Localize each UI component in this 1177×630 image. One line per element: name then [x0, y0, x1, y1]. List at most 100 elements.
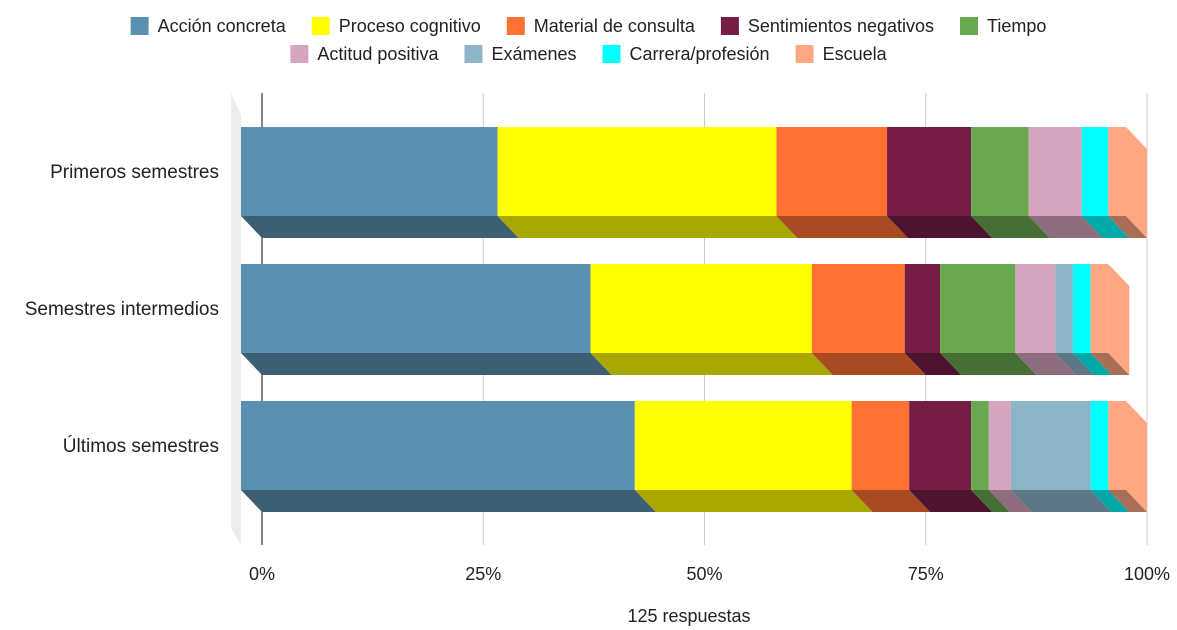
bar-bottom-carrera-profesion-ultimos-semestres — [1090, 490, 1130, 512]
bar-proceso-cognitivo-semestres-intermedios — [590, 264, 812, 353]
x-tick-label: 50% — [686, 564, 722, 584]
bar-bottom-escuela-ultimos-semestres — [1108, 490, 1147, 512]
bar-accion-concreta-ultimos-semestres — [241, 401, 635, 490]
bar-bottom-actitud-positiva-primeros-semestres — [1028, 216, 1103, 238]
bar-group-ultimos-semestres — [241, 401, 1147, 512]
legend-swatch — [311, 17, 330, 35]
bar-actitud-positiva-semestres-intermedios — [1015, 264, 1056, 353]
bar-bottom-accion-concreta-ultimos-semestres — [241, 490, 656, 512]
bar-examenes-ultimos-semestres — [1010, 401, 1091, 490]
bar-bottom-actitud-positiva-semestres-intermedios — [1015, 353, 1077, 375]
legend-item-carrera-profesion[interactable]: Carrera/profesión — [602, 44, 770, 64]
legend-label: Acción concreta — [158, 16, 287, 36]
bar-accion-concreta-semestres-intermedios — [241, 264, 591, 353]
bar-sentimientos-negativos-primeros-semestres — [887, 127, 972, 216]
bar-bottom-proceso-cognitivo-primeros-semestres — [497, 216, 798, 238]
legend-swatch — [290, 45, 309, 63]
bar-bottom-sentimientos-negativos-ultimos-semestres — [909, 490, 993, 512]
bar-bottom-accion-concreta-semestres-intermedios — [241, 353, 612, 375]
category-labels: Primeros semestres Semestres intermedios Ú… — [25, 162, 219, 457]
bar-group-semestres-intermedios — [241, 264, 1130, 375]
legend: Acción concreta Proceso cognitivo Material… — [130, 16, 1046, 64]
legend-label: Material de consulta — [534, 16, 696, 36]
bar-bottom-sentimientos-negativos-primeros-semestres — [887, 216, 993, 238]
legend-item-proceso-cognitivo[interactable]: Proceso cognitivo — [311, 16, 481, 36]
x-tick-label: 0% — [249, 564, 275, 584]
legend-item-tiempo[interactable]: Tiempo — [960, 16, 1046, 36]
bar-proceso-cognitivo-primeros-semestres — [497, 127, 777, 216]
bar-tiempo-semestres-intermedios — [940, 264, 1016, 353]
bar-sentimientos-negativos-ultimos-semestres — [909, 401, 972, 490]
bar-carrera-profesion-semestres-intermedios — [1072, 264, 1091, 353]
legend-swatch — [506, 17, 525, 35]
x-tick-label: 100% — [1124, 564, 1170, 584]
category-label: Semestres intermedios — [25, 299, 219, 320]
bar-bottom-material-de-consulta-ultimos-semestres — [851, 490, 931, 512]
bar-carrera-profesion-primeros-semestres — [1081, 127, 1109, 216]
legend-item-material-de-consulta[interactable]: Material de consulta — [506, 16, 696, 36]
legend-swatch — [602, 45, 621, 63]
bar-bottom-escuela-primeros-semestres — [1108, 216, 1147, 238]
bar-end-ultimos-semestres — [1126, 401, 1147, 512]
bar-bottom-carrera-profesion-semestres-intermedios — [1072, 353, 1112, 375]
chart-side-wall — [231, 93, 241, 545]
bar-material-de-consulta-ultimos-semestres — [851, 401, 910, 490]
category-label: Primeros semestres — [50, 162, 219, 183]
bar-bottom-sentimientos-negativos-semestres-intermedios — [904, 353, 962, 375]
bar-bottom-actitud-positiva-ultimos-semestres — [988, 490, 1032, 512]
bar-material-de-consulta-semestres-intermedios — [811, 264, 905, 353]
legend-label: Escuela — [823, 44, 888, 64]
bar-sentimientos-negativos-semestres-intermedios — [904, 264, 941, 353]
x-axis-label: 125 respuestas — [627, 606, 750, 626]
legend-swatch — [464, 45, 483, 63]
bar-bottom-escuela-semestres-intermedios — [1090, 353, 1130, 375]
side-wall — [231, 93, 241, 545]
bar-escuela-primeros-semestres — [1108, 127, 1126, 216]
bar-actitud-positiva-primeros-semestres — [1028, 127, 1082, 216]
bar-escuela-ultimos-semestres — [1108, 401, 1126, 490]
bar-group-primeros-semestres — [241, 127, 1147, 238]
legend-label: Tiempo — [987, 16, 1046, 36]
bar-material-de-consulta-primeros-semestres — [776, 127, 888, 216]
legend-item-accion-concreta[interactable]: Acción concreta — [130, 16, 287, 36]
bars — [241, 127, 1147, 512]
bar-tiempo-ultimos-semestres — [971, 401, 989, 490]
bar-bottom-tiempo-primeros-semestres — [971, 216, 1050, 238]
bar-carrera-profesion-ultimos-semestres — [1090, 401, 1109, 490]
bar-actitud-positiva-ultimos-semestres — [988, 401, 1011, 490]
legend-label: Actitud positiva — [317, 44, 439, 64]
bar-bottom-tiempo-semestres-intermedios — [940, 353, 1037, 375]
bar-bottom-tiempo-ultimos-semestres — [971, 490, 1010, 512]
bar-end-semestres-intermedios — [1108, 264, 1130, 375]
bar-end-primeros-semestres — [1126, 127, 1147, 238]
legend-item-actitud-positiva[interactable]: Actitud positiva — [290, 44, 439, 64]
legend-label: Carrera/profesión — [630, 44, 770, 64]
bar-bottom-proceso-cognitivo-semestres-intermedios — [590, 353, 833, 375]
legend-label: Proceso cognitivo — [339, 16, 481, 36]
bar-bottom-material-de-consulta-primeros-semestres — [776, 216, 909, 238]
legend-label: Sentimientos negativos — [748, 16, 934, 36]
bar-bottom-examenes-semestres-intermedios — [1055, 353, 1094, 375]
x-tick-label: 75% — [908, 564, 944, 584]
x-tick-label: 25% — [465, 564, 501, 584]
bar-accion-concreta-primeros-semestres — [241, 127, 498, 216]
bar-proceso-cognitivo-ultimos-semestres — [634, 401, 852, 490]
legend-swatch — [795, 45, 814, 63]
bar-escuela-semestres-intermedios — [1090, 264, 1109, 353]
bar-bottom-accion-concreta-primeros-semestres — [241, 216, 519, 238]
bar-bottom-proceso-cognitivo-ultimos-semestres — [634, 490, 873, 512]
category-label: Últimos semestres — [63, 435, 219, 457]
bar-bottom-examenes-ultimos-semestres — [1010, 490, 1112, 512]
legend-swatch — [720, 17, 739, 35]
legend-label: Exámenes — [491, 44, 576, 64]
bar-bottom-carrera-profesion-primeros-semestres — [1081, 216, 1130, 238]
bar-bottom-material-de-consulta-semestres-intermedios — [811, 353, 926, 375]
legend-item-sentimientos-negativos[interactable]: Sentimientos negativos — [720, 16, 934, 36]
legend-swatch — [130, 17, 149, 35]
bar-examenes-semestres-intermedios — [1055, 264, 1073, 353]
bar-tiempo-primeros-semestres — [971, 127, 1029, 216]
x-axis-ticks: 0% 25% 50% 75% 100% — [249, 564, 1170, 584]
legend-item-escuela[interactable]: Escuela — [795, 44, 888, 64]
legend-item-examenes[interactable]: Exámenes — [464, 44, 577, 64]
